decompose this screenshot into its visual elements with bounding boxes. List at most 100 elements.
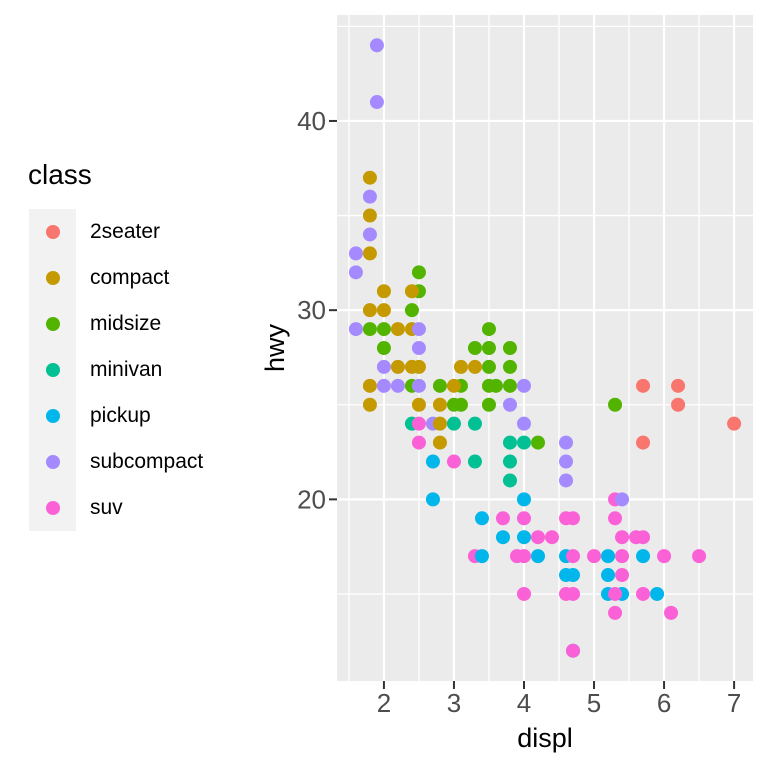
data-point-pickup xyxy=(566,568,581,583)
y-tick-labels: 20 30 40 xyxy=(297,106,326,514)
data-point-subcompact xyxy=(376,359,391,374)
legend-dot-icon xyxy=(45,317,60,331)
legend-dot-icon xyxy=(45,363,60,377)
legend-label: subcompact xyxy=(90,450,204,473)
legend-dot-icon xyxy=(45,225,60,239)
data-point-suv xyxy=(545,530,560,545)
data-point-midsize xyxy=(376,341,391,355)
data-point-subcompact xyxy=(559,435,574,450)
data-point-midsize xyxy=(411,265,426,280)
y-tick-label: 40 xyxy=(297,106,326,136)
data-point-pickup xyxy=(516,530,531,545)
data-point-subcompact xyxy=(369,38,384,53)
data-point-suv xyxy=(615,549,630,564)
legend-dot-icon xyxy=(45,455,60,469)
legend-key xyxy=(29,393,76,439)
plot-panel xyxy=(337,15,753,681)
data-point-pickup xyxy=(601,549,616,564)
data-point-suv xyxy=(636,530,651,545)
legend-row-suv: suv xyxy=(29,485,203,531)
data-point-suv xyxy=(411,435,426,450)
data-point-subcompact xyxy=(390,378,405,393)
legend-dot-icon xyxy=(45,501,60,515)
legend-key xyxy=(29,255,76,301)
data-point-suv xyxy=(446,454,461,469)
data-point-compact xyxy=(390,359,405,374)
data-point-midsize xyxy=(481,359,496,374)
legend-label: 2seater xyxy=(90,220,161,243)
legend-label: midsize xyxy=(90,312,162,335)
data-point-compact xyxy=(376,303,391,318)
data-point-compact xyxy=(362,170,377,185)
legend-label: suv xyxy=(90,496,123,519)
data-point-minivan xyxy=(502,435,517,450)
data-point-minivan xyxy=(467,416,482,431)
legend-row-midsize: midsize xyxy=(29,301,203,347)
data-point-minivan xyxy=(467,454,482,469)
data-point-midsize xyxy=(488,378,503,393)
data-point-minivan xyxy=(446,416,461,431)
data-point-suv xyxy=(495,511,510,526)
data-point-pickup xyxy=(495,530,510,545)
data-point-midsize xyxy=(376,322,391,337)
legend-label: pickup xyxy=(90,404,151,427)
legend-label: compact xyxy=(90,266,170,289)
data-point-subcompact xyxy=(502,397,517,412)
data-point-subcompact xyxy=(411,322,426,337)
data-point-midsize xyxy=(481,341,496,355)
data-point-compact xyxy=(362,303,377,318)
data-point-compact xyxy=(376,284,391,299)
data-point-suv xyxy=(566,586,581,601)
data-point-2seater xyxy=(636,435,651,450)
data-point-suv xyxy=(530,530,545,545)
data-point-suv xyxy=(636,586,651,601)
data-point-subcompact xyxy=(411,341,426,355)
data-point-2seater xyxy=(671,378,686,393)
legend-key xyxy=(29,347,76,393)
legend-key xyxy=(29,301,76,347)
x-tick-label: 5 xyxy=(587,688,601,718)
legend-row-subcompact: subcompact xyxy=(29,439,203,485)
data-point-subcompact xyxy=(516,416,531,431)
data-point-suv xyxy=(692,549,707,564)
data-point-2seater xyxy=(727,416,742,431)
legend-keys: 2seater compact midsize minivan pickup subcom… xyxy=(29,209,203,531)
legend-title: class xyxy=(28,159,92,190)
data-point-suv xyxy=(608,511,623,526)
data-point-minivan xyxy=(516,435,531,450)
legend-row-compact: compact xyxy=(29,255,203,301)
data-point-compact xyxy=(411,359,426,374)
data-point-subcompact xyxy=(362,227,377,242)
data-point-pickup xyxy=(601,568,616,583)
data-point-compact xyxy=(432,397,447,412)
data-point-pickup xyxy=(516,492,531,507)
y-tick-label: 30 xyxy=(297,295,326,325)
data-point-subcompact xyxy=(348,246,363,261)
y-axis-title: hwy xyxy=(260,323,290,372)
legend-row-minivan: minivan xyxy=(29,347,203,393)
data-point-suv xyxy=(608,586,623,601)
data-point-suv xyxy=(664,605,679,620)
data-point-compact xyxy=(362,208,377,223)
data-point-suv xyxy=(615,530,630,545)
data-point-midsize xyxy=(432,378,447,393)
axis-ticks xyxy=(329,119,736,689)
data-point-2seater xyxy=(636,378,651,393)
data-point-suv xyxy=(516,586,531,601)
data-point-subcompact xyxy=(516,378,531,393)
data-point-subcompact xyxy=(559,473,574,488)
data-point-midsize xyxy=(502,341,517,355)
data-point-suv xyxy=(411,416,426,431)
data-point-subcompact xyxy=(559,454,574,469)
data-point-compact xyxy=(390,322,405,337)
data-point-compact xyxy=(362,397,377,412)
data-point-midsize xyxy=(481,397,496,412)
legend-row-2seater: 2seater xyxy=(29,209,203,255)
data-point-suv xyxy=(615,568,630,583)
data-point-subcompact xyxy=(411,378,426,393)
data-point-pickup xyxy=(474,549,489,564)
data-point-midsize xyxy=(502,378,517,393)
data-point-subcompact xyxy=(615,492,630,507)
data-point-subcompact xyxy=(376,378,391,393)
